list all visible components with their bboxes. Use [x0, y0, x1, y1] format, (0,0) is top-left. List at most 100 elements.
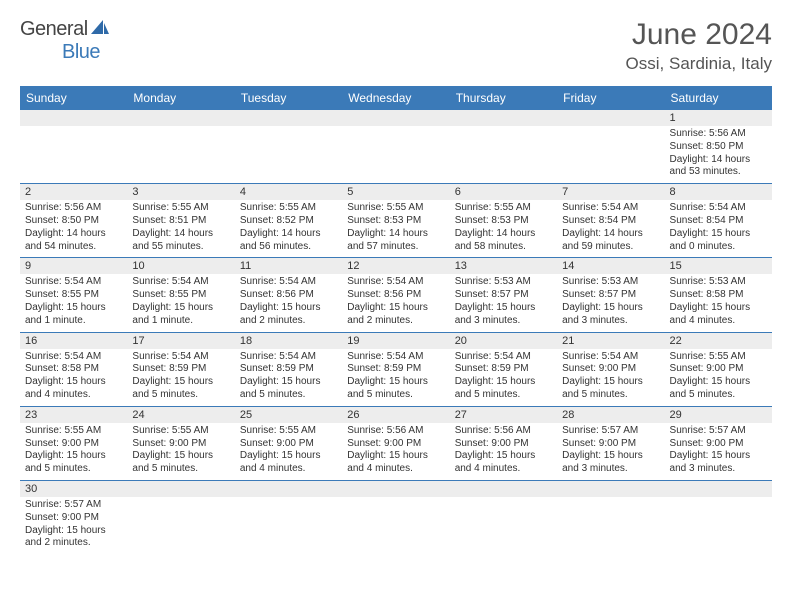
- calendar-cell: 2Sunrise: 5:56 AMSunset: 8:50 PMDaylight…: [20, 184, 127, 258]
- logo-text-blue: Blue: [62, 41, 100, 63]
- calendar-week-row: 2Sunrise: 5:56 AMSunset: 8:50 PMDaylight…: [20, 184, 772, 258]
- calendar-cell: [342, 480, 449, 554]
- calendar-cell: 1Sunrise: 5:56 AMSunset: 8:50 PMDaylight…: [665, 110, 772, 184]
- calendar-cell: [450, 480, 557, 554]
- day-details: Sunrise: 5:54 AMSunset: 8:56 PMDaylight:…: [342, 274, 449, 331]
- day-details: Sunrise: 5:56 AMSunset: 8:50 PMDaylight:…: [20, 200, 127, 257]
- day-number: 18: [235, 333, 342, 349]
- calendar-cell: 6Sunrise: 5:55 AMSunset: 8:53 PMDaylight…: [450, 184, 557, 258]
- calendar-cell: 8Sunrise: 5:54 AMSunset: 8:54 PMDaylight…: [665, 184, 772, 258]
- weekday-header: Sunday: [20, 86, 127, 110]
- calendar-cell: [450, 110, 557, 184]
- day-number: 22: [665, 333, 772, 349]
- calendar-cell: 27Sunrise: 5:56 AMSunset: 9:00 PMDayligh…: [450, 406, 557, 480]
- calendar-cell: 29Sunrise: 5:57 AMSunset: 9:00 PMDayligh…: [665, 406, 772, 480]
- day-details: Sunrise: 5:54 AMSunset: 8:56 PMDaylight:…: [235, 274, 342, 331]
- calendar-cell: 9Sunrise: 5:54 AMSunset: 8:55 PMDaylight…: [20, 258, 127, 332]
- day-number: 27: [450, 407, 557, 423]
- logo-sail-icon: [90, 18, 110, 41]
- empty-day-header: [20, 110, 127, 126]
- calendar-cell: 14Sunrise: 5:53 AMSunset: 8:57 PMDayligh…: [557, 258, 664, 332]
- day-details: Sunrise: 5:54 AMSunset: 8:59 PMDaylight:…: [127, 349, 234, 406]
- day-number: 15: [665, 258, 772, 274]
- empty-day-header: [342, 481, 449, 497]
- day-number: 25: [235, 407, 342, 423]
- day-details: Sunrise: 5:54 AMSunset: 8:59 PMDaylight:…: [342, 349, 449, 406]
- calendar-cell: 10Sunrise: 5:54 AMSunset: 8:55 PMDayligh…: [127, 258, 234, 332]
- calendar-cell: [127, 110, 234, 184]
- day-number: 4: [235, 184, 342, 200]
- calendar-cell: [20, 110, 127, 184]
- day-number: 7: [557, 184, 664, 200]
- weekday-header: Thursday: [450, 86, 557, 110]
- day-number: 30: [20, 481, 127, 497]
- weekday-header: Wednesday: [342, 86, 449, 110]
- day-number: 6: [450, 184, 557, 200]
- calendar-body: 1Sunrise: 5:56 AMSunset: 8:50 PMDaylight…: [20, 110, 772, 554]
- day-number: 16: [20, 333, 127, 349]
- calendar-cell: [557, 110, 664, 184]
- calendar-cell: 7Sunrise: 5:54 AMSunset: 8:54 PMDaylight…: [557, 184, 664, 258]
- calendar-cell: 25Sunrise: 5:55 AMSunset: 9:00 PMDayligh…: [235, 406, 342, 480]
- calendar-cell: 17Sunrise: 5:54 AMSunset: 8:59 PMDayligh…: [127, 332, 234, 406]
- calendar-cell: 5Sunrise: 5:55 AMSunset: 8:53 PMDaylight…: [342, 184, 449, 258]
- calendar-cell: 21Sunrise: 5:54 AMSunset: 9:00 PMDayligh…: [557, 332, 664, 406]
- weekday-header: Friday: [557, 86, 664, 110]
- day-number: 12: [342, 258, 449, 274]
- calendar-cell: 19Sunrise: 5:54 AMSunset: 8:59 PMDayligh…: [342, 332, 449, 406]
- day-details: Sunrise: 5:55 AMSunset: 9:00 PMDaylight:…: [127, 423, 234, 480]
- calendar-cell: [235, 480, 342, 554]
- empty-day-header: [557, 481, 664, 497]
- day-number: 8: [665, 184, 772, 200]
- day-details: Sunrise: 5:55 AMSunset: 8:52 PMDaylight:…: [235, 200, 342, 257]
- calendar-cell: 26Sunrise: 5:56 AMSunset: 9:00 PMDayligh…: [342, 406, 449, 480]
- day-details: Sunrise: 5:56 AMSunset: 9:00 PMDaylight:…: [342, 423, 449, 480]
- day-number: 1: [665, 110, 772, 126]
- empty-day-header: [127, 481, 234, 497]
- calendar-cell: 22Sunrise: 5:55 AMSunset: 9:00 PMDayligh…: [665, 332, 772, 406]
- empty-day-header: [342, 110, 449, 126]
- day-details: Sunrise: 5:57 AMSunset: 9:00 PMDaylight:…: [557, 423, 664, 480]
- day-number: 19: [342, 333, 449, 349]
- empty-day-header: [127, 110, 234, 126]
- day-details: Sunrise: 5:53 AMSunset: 8:58 PMDaylight:…: [665, 274, 772, 331]
- day-number: 2: [20, 184, 127, 200]
- day-number: 24: [127, 407, 234, 423]
- empty-day-header: [557, 110, 664, 126]
- day-number: 9: [20, 258, 127, 274]
- day-details: Sunrise: 5:54 AMSunset: 8:55 PMDaylight:…: [127, 274, 234, 331]
- day-details: Sunrise: 5:55 AMSunset: 8:53 PMDaylight:…: [450, 200, 557, 257]
- day-details: Sunrise: 5:57 AMSunset: 9:00 PMDaylight:…: [665, 423, 772, 480]
- calendar-cell: 24Sunrise: 5:55 AMSunset: 9:00 PMDayligh…: [127, 406, 234, 480]
- weekday-header-row: SundayMondayTuesdayWednesdayThursdayFrid…: [20, 86, 772, 110]
- calendar-week-row: 1Sunrise: 5:56 AMSunset: 8:50 PMDaylight…: [20, 110, 772, 184]
- calendar-cell: 15Sunrise: 5:53 AMSunset: 8:58 PMDayligh…: [665, 258, 772, 332]
- day-details: Sunrise: 5:55 AMSunset: 9:00 PMDaylight:…: [665, 349, 772, 406]
- day-number: 20: [450, 333, 557, 349]
- day-number: 29: [665, 407, 772, 423]
- calendar-cell: [127, 480, 234, 554]
- calendar-cell: 28Sunrise: 5:57 AMSunset: 9:00 PMDayligh…: [557, 406, 664, 480]
- empty-day-header: [665, 481, 772, 497]
- calendar-table: SundayMondayTuesdayWednesdayThursdayFrid…: [20, 86, 772, 554]
- day-number: 23: [20, 407, 127, 423]
- empty-day-header: [450, 481, 557, 497]
- day-details: Sunrise: 5:56 AMSunset: 8:50 PMDaylight:…: [665, 126, 772, 183]
- calendar-cell: 23Sunrise: 5:55 AMSunset: 9:00 PMDayligh…: [20, 406, 127, 480]
- calendar-cell: [557, 480, 664, 554]
- header: General Blue June 2024 Ossi, Sardinia, I…: [20, 18, 772, 74]
- day-details: Sunrise: 5:54 AMSunset: 8:58 PMDaylight:…: [20, 349, 127, 406]
- day-details: Sunrise: 5:55 AMSunset: 8:51 PMDaylight:…: [127, 200, 234, 257]
- day-number: 11: [235, 258, 342, 274]
- calendar-cell: 12Sunrise: 5:54 AMSunset: 8:56 PMDayligh…: [342, 258, 449, 332]
- calendar-cell: 20Sunrise: 5:54 AMSunset: 8:59 PMDayligh…: [450, 332, 557, 406]
- day-details: Sunrise: 5:55 AMSunset: 9:00 PMDaylight:…: [235, 423, 342, 480]
- location-text: Ossi, Sardinia, Italy: [626, 54, 772, 74]
- logo-text-general: General: [20, 18, 88, 40]
- day-details: Sunrise: 5:54 AMSunset: 8:59 PMDaylight:…: [235, 349, 342, 406]
- calendar-week-row: 30Sunrise: 5:57 AMSunset: 9:00 PMDayligh…: [20, 480, 772, 554]
- calendar-week-row: 9Sunrise: 5:54 AMSunset: 8:55 PMDaylight…: [20, 258, 772, 332]
- calendar-cell: [235, 110, 342, 184]
- day-details: Sunrise: 5:54 AMSunset: 8:55 PMDaylight:…: [20, 274, 127, 331]
- empty-day-header: [450, 110, 557, 126]
